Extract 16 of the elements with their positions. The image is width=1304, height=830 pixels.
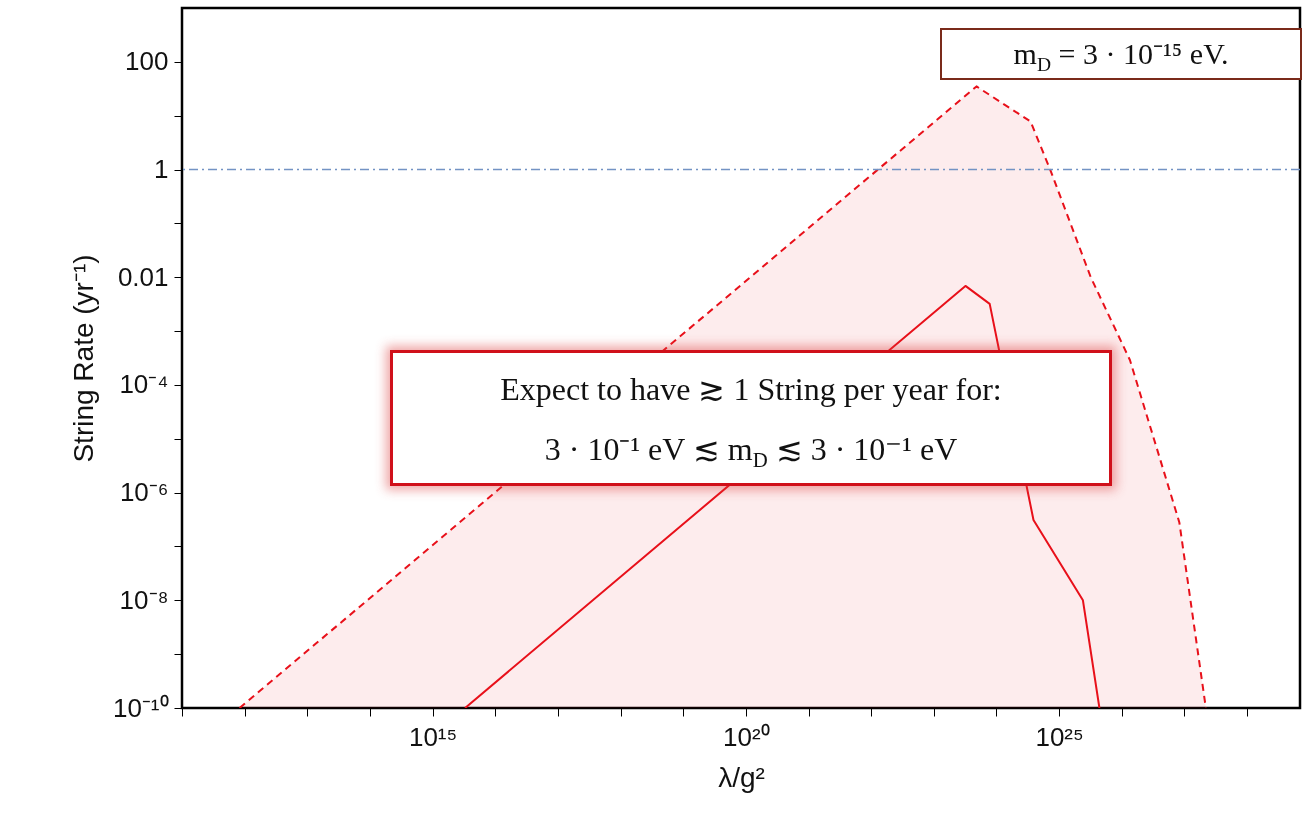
x-axis-title: λ/g² bbox=[718, 761, 765, 793]
x-tick-label: 10²⁵ bbox=[1035, 721, 1084, 752]
y-tick-label: 10⁻⁶ bbox=[119, 477, 169, 508]
annotation: Expect to have ≳ 1 String per year for: bbox=[499, 370, 1003, 409]
y-tick-label: 0.01 bbox=[117, 261, 169, 292]
annotation: 3 · 10⁻¹ eV ≲ m$_{D}$ ≲ 3 · 10⁻¹ eV bbox=[543, 430, 959, 474]
y-tick-label: 1 bbox=[154, 154, 169, 185]
x-tick-label: 10¹⁵ bbox=[408, 721, 458, 752]
y-tick-label: 10⁻⁴ bbox=[119, 369, 169, 400]
x-tick-label: 10²⁰ bbox=[723, 721, 770, 752]
label-box: m$_{D}$ = 3 · 10⁻¹⁵ eV. bbox=[940, 28, 1302, 80]
label-box: Expect to have ≳ 1 String per year for: 3 · 10⁻¹ eV ≲ m$_{D}$ ≲ 3 · 10⁻¹ eV bbox=[390, 350, 1112, 486]
y-axis-title: String Rate (yr⁻¹) bbox=[67, 254, 99, 463]
y-tick-label: 10⁻⁸ bbox=[119, 584, 169, 615]
y-tick-label: 10⁻¹⁰ bbox=[112, 692, 169, 723]
y-tick-label: 100 bbox=[125, 46, 169, 77]
